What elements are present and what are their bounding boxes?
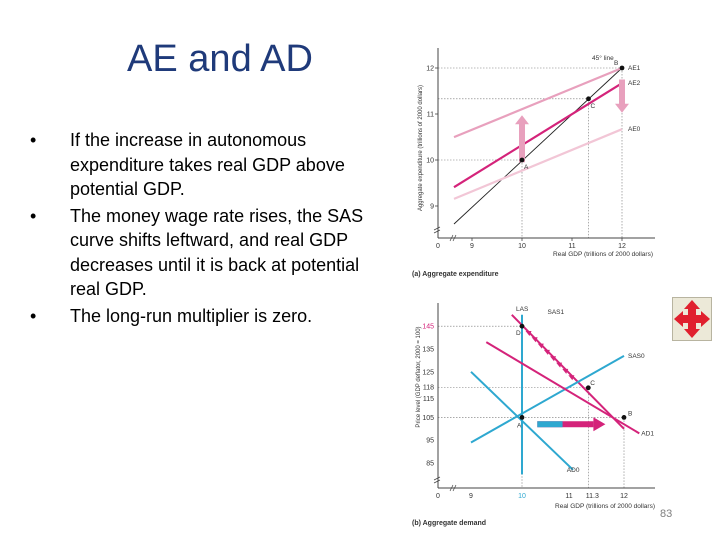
x-tick-label: 0 [436,243,440,250]
bullet-list: • If the increase in autonomous expendit… [30,128,385,330]
series-label: SAS0 [628,353,645,360]
point-label: A [524,164,529,171]
y-tick-label: 125 [422,369,434,376]
shift-arrowhead [537,343,544,349]
y-tick-label: 118 [423,384,434,391]
series-line-AE0 [453,128,623,200]
chart-a-ylabel: Aggregate expenditure (trillions of 2000… [418,85,424,211]
aggregate-demand-chart: 0 9 10 11 11.3 12 85 95 105 115 118 125 135 145 LAS SAS… [412,303,655,527]
x-axis-break [449,234,457,242]
chart-b-caption: (b) Aggregate demand [412,520,486,527]
series-label: AE2 [628,80,641,87]
y-tick-label: 12 [426,66,434,73]
ad-shift-arrow-shaft-start [537,421,563,428]
series-line-SAS0 [470,354,625,444]
x-tick-label: 12 [620,493,628,500]
ad-shift-arrow-head [593,417,606,432]
shift-arrowhead [550,356,557,362]
shift-arrowhead [543,349,550,355]
point-D [519,323,525,329]
x-tick-label: 0 [436,493,440,500]
shift-arrowhead [568,375,575,381]
slide-title: AE and AD [127,38,313,80]
series-line-AD0 [470,371,574,471]
x-tick-label: 9 [470,243,474,250]
point-label: C [590,380,595,387]
y-tick-label: 9 [430,204,434,211]
shift-arrow-shaft [619,79,625,105]
shift-arrowhead [562,368,569,374]
x-tick-label: 12 [618,243,626,250]
aggregate-expenditure-chart: 0 9 10 11 12 9 10 11 12 45° line AE1 AE2 AE0 A B C Aggr… [412,48,655,278]
bullet-dot: • [30,205,37,226]
y-tick-label: 105 [422,415,434,422]
move-arrows-icon[interactable] [672,297,712,341]
series-line-SAS1 [511,314,625,430]
point-B [621,415,627,420]
bullet-text-2: The money wage rate rises, the SAS curve… [70,205,364,300]
shift-arrowhead [531,337,538,343]
x-tick-label: 10 [518,493,526,500]
slide-number: 83 [660,508,673,520]
series-label: AE1 [628,65,641,72]
point-C [586,96,591,102]
move-arrows-icon-glyph [674,300,710,338]
bullet-text-3: The long-run multiplier is zero. [70,305,313,326]
x-tick-label: 11 [565,493,572,500]
x-axis-break [449,484,457,492]
y-tick-label: 115 [423,396,434,403]
shift-arrowhead [525,330,532,336]
chart-a-xlabel: Real GDP (trillions of 2000 dollars) [553,251,653,258]
shift-arrow-head [515,115,529,125]
shift-arrow-shaft [519,123,525,163]
y-axis-break [433,226,441,234]
y-tick-label: 95 [426,438,434,445]
x-tick-label: 11.3 [586,493,599,500]
point-B [619,65,625,71]
point-label: C [591,103,596,110]
bullet-item-2: • The money wage rate rises, the SAS cur… [30,204,385,302]
y-tick-label: 85 [426,461,434,468]
y-tick-label: 10 [426,158,434,165]
series-label: 45° line [592,54,614,62]
point-A [519,415,525,420]
y-axis-break [433,476,441,484]
shift-arrow-head [615,103,629,113]
bullet-text-1: If the increase in autonomous expenditur… [70,130,345,199]
y-tick-label: 11 [427,112,434,119]
x-tick-label: 10 [518,243,526,250]
series-label: LAS [516,306,529,313]
bullet-item-1: • If the increase in autonomous expendit… [30,128,385,202]
bullet-dot: • [30,305,37,326]
chart-b-ylabel: Price level (GDP deflator, 2000 = 100) [416,326,422,427]
shift-arrowhead [556,362,563,368]
ad-shift-arrow-shaft [537,421,594,428]
series-line-AD1 [485,341,640,435]
point-label: B [614,60,618,67]
point-C [585,385,591,391]
series-line-AE1 [453,66,623,139]
series-line-AE2 [453,82,623,189]
chart-b-xlabel: Real GDP (trillions of 2000 dollars) [555,503,655,510]
point-A [519,157,525,163]
bullet-item-3: • The long-run multiplier is zero. [30,304,385,329]
x-tick-label: 11 [568,243,575,250]
point-label: D [516,330,521,337]
series-label: AD0 [567,467,580,474]
chart-a-caption: (a) Aggregate expenditure [412,271,499,278]
series-label: AE0 [628,126,641,133]
point-label: A [517,422,522,429]
series-label: AD1 [641,430,654,437]
point-label: B [628,410,632,417]
series-line-45line [453,67,623,225]
x-tick-label: 9 [469,493,473,500]
y-tick-label: 135 [422,347,434,354]
bullet-dot: • [30,130,37,150]
y-tick-label: 145 [422,324,434,331]
series-label: SAS1 [548,309,565,316]
